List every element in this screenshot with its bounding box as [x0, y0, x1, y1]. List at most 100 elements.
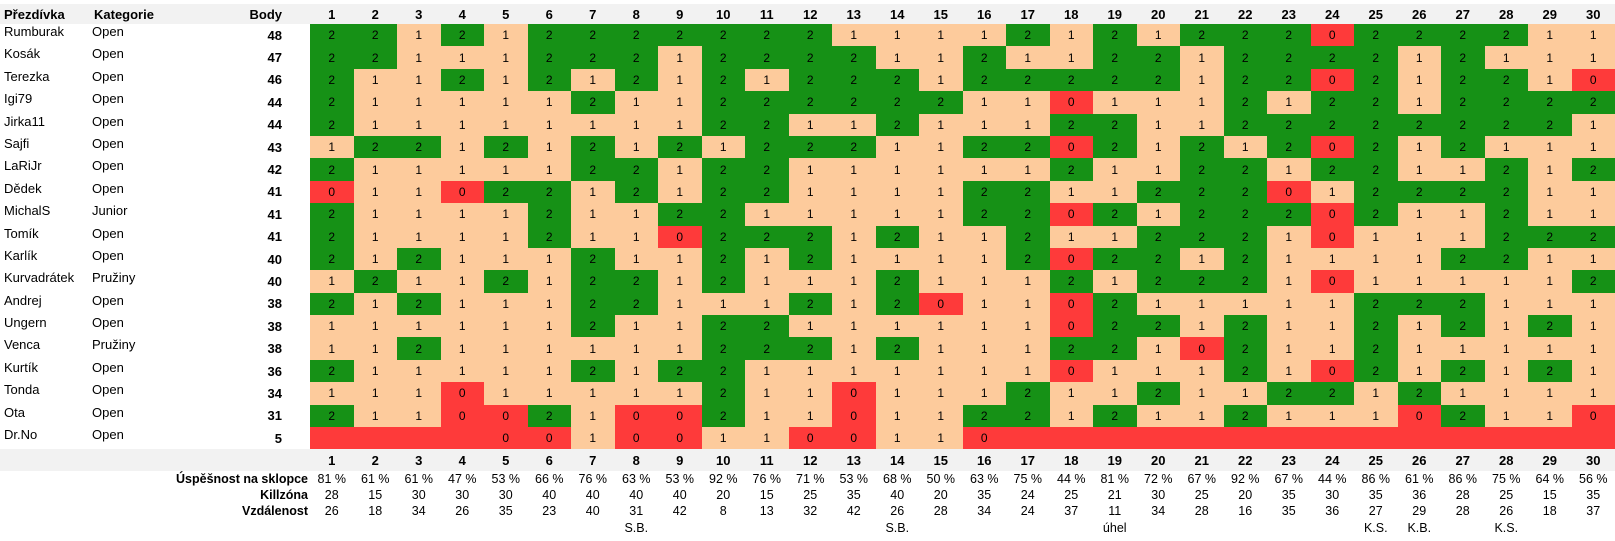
player-row: Karlík Open 40 2 1 2 1 1 1 2 1 1 2 1 2 1 1 1 1 2 0 2 2 1 2 1 1 1 1 2 2…: [0, 247, 1615, 271]
score-cell: 1: [875, 247, 919, 271]
score-cell: 0: [1310, 68, 1354, 92]
score-cell: 0: [1310, 225, 1354, 248]
score-cell: 1: [875, 427, 919, 450]
player-name: LaRiJr: [4, 158, 42, 174]
lane-header-30: 30: [1571, 4, 1615, 24]
score-cell: 1: [614, 91, 658, 114]
player-category: Pružiny: [92, 270, 136, 286]
score-cell: [397, 427, 441, 450]
score-cell: 2: [614, 24, 658, 47]
player-row: Kurvadrátek Pružiny 40 1 2 1 1 2 1 2 2 1 2 1 1 1 2 1 1 1 2 1 2…: [0, 270, 1615, 293]
score-cell: 2: [310, 24, 354, 47]
score-cell: 2: [1049, 158, 1093, 181]
score-cell: 1: [875, 404, 919, 428]
player-category: Open: [92, 292, 124, 308]
score-cell: 2: [1180, 225, 1224, 248]
lane-footer-26: 26: [1397, 449, 1441, 472]
score-cell: 1: [1397, 247, 1441, 271]
score-cell: 0: [440, 382, 484, 405]
score-cell: 1: [832, 247, 876, 271]
score-cell: 2: [1354, 68, 1398, 92]
lane-footer-30: 30: [1571, 449, 1615, 472]
score-cell: 1: [353, 404, 397, 428]
distance-value: 13: [759, 504, 774, 519]
score-cell: 2: [1006, 404, 1050, 428]
score-cell: [1441, 427, 1485, 450]
score-cell: 1: [614, 113, 658, 136]
score-cell: 2: [1441, 315, 1485, 338]
score-cell: 2: [397, 247, 441, 271]
score-cell: 1: [1049, 24, 1093, 47]
score-cell: 0: [1397, 404, 1441, 428]
score-cell: 2: [353, 24, 397, 47]
killzone-value: 30: [498, 488, 513, 503]
lane-note: [354, 519, 398, 537]
score-cell: 2: [875, 270, 919, 293]
score-cell: 2: [1223, 337, 1267, 360]
score-cell: 1: [614, 337, 658, 360]
score-cell: 2: [1136, 68, 1180, 92]
score-cell: 1: [310, 135, 354, 159]
lane-note: [963, 519, 1007, 537]
score-cell: 2: [614, 46, 658, 69]
score-cell: 1: [397, 315, 441, 338]
score-cell: 1: [1571, 46, 1615, 69]
score-cell: 1: [353, 68, 397, 92]
score-cell: 2: [745, 158, 789, 181]
score-cell: 1: [353, 203, 397, 226]
score-cell: 0: [1310, 359, 1354, 383]
score-cell: 2: [1484, 180, 1528, 204]
score-cell: 1: [1180, 382, 1224, 405]
distance-value: 34: [977, 504, 992, 519]
score-cell: 1: [658, 158, 702, 181]
killzone-value: 15: [1542, 488, 1557, 503]
score-cell: 1: [527, 158, 571, 181]
score-cell: 1: [832, 180, 876, 204]
score-cell: 1: [1397, 203, 1441, 226]
score-cell: 2: [1310, 46, 1354, 69]
score-cell: 1: [658, 247, 702, 271]
score-cell: 1: [875, 180, 919, 204]
score-cell: 1: [484, 46, 528, 69]
score-cell: 2: [1136, 270, 1180, 293]
score-cell: 2: [1354, 292, 1398, 316]
score-cell: 2: [527, 225, 571, 248]
score-cell: 2: [1223, 180, 1267, 204]
player-row: LaRiJr Open 42 2 1 1 1 1 1 2 2 1 2 2 1 1 1 1 1 1 2 1 1 2 2 1 2 2 1 1 2…: [0, 158, 1615, 181]
score-cell: 2: [1571, 225, 1615, 248]
score-cell: 2: [571, 158, 615, 181]
score-cell: 2: [1267, 24, 1311, 47]
score-cell: 1: [1006, 158, 1050, 181]
success-rate-value: 61 %: [361, 472, 390, 487]
killzone-value: 24: [1020, 488, 1035, 503]
score-cell: 1: [788, 404, 832, 428]
player-name: Igi79: [4, 91, 33, 107]
score-cell: 1: [1223, 292, 1267, 316]
score-cell: 2: [310, 113, 354, 136]
score-cell: 1: [484, 225, 528, 248]
lane-header-22: 22: [1223, 4, 1267, 24]
score-cell: 1: [701, 427, 745, 450]
score-cell: 0: [1049, 292, 1093, 316]
score-cell: 2: [571, 359, 615, 383]
score-cell: 1: [1006, 337, 1050, 360]
score-cell: 2: [1441, 359, 1485, 383]
score-cell: 1: [1136, 359, 1180, 383]
success-rate-value: 67 %: [1274, 472, 1304, 487]
lane-header-6: 6: [527, 4, 571, 24]
score-cell: 1: [484, 382, 528, 405]
score-cell: 0: [614, 404, 658, 428]
score-cell: 1: [397, 24, 441, 47]
score-cell: 1: [1571, 203, 1615, 226]
score-cell: 1: [1528, 158, 1572, 181]
killzone-value: 35: [977, 488, 992, 503]
score-cell: 2: [1484, 68, 1528, 92]
score-cell: 2: [484, 270, 528, 293]
score-cell: 1: [1354, 270, 1398, 293]
score-cell: 1: [919, 135, 963, 159]
score-cell: 1: [745, 247, 789, 271]
score-cell: 2: [875, 91, 919, 114]
score-cell: 2: [1354, 158, 1398, 181]
success-rate-value: 86 %: [1361, 472, 1391, 487]
score-cell: 1: [1484, 337, 1528, 360]
